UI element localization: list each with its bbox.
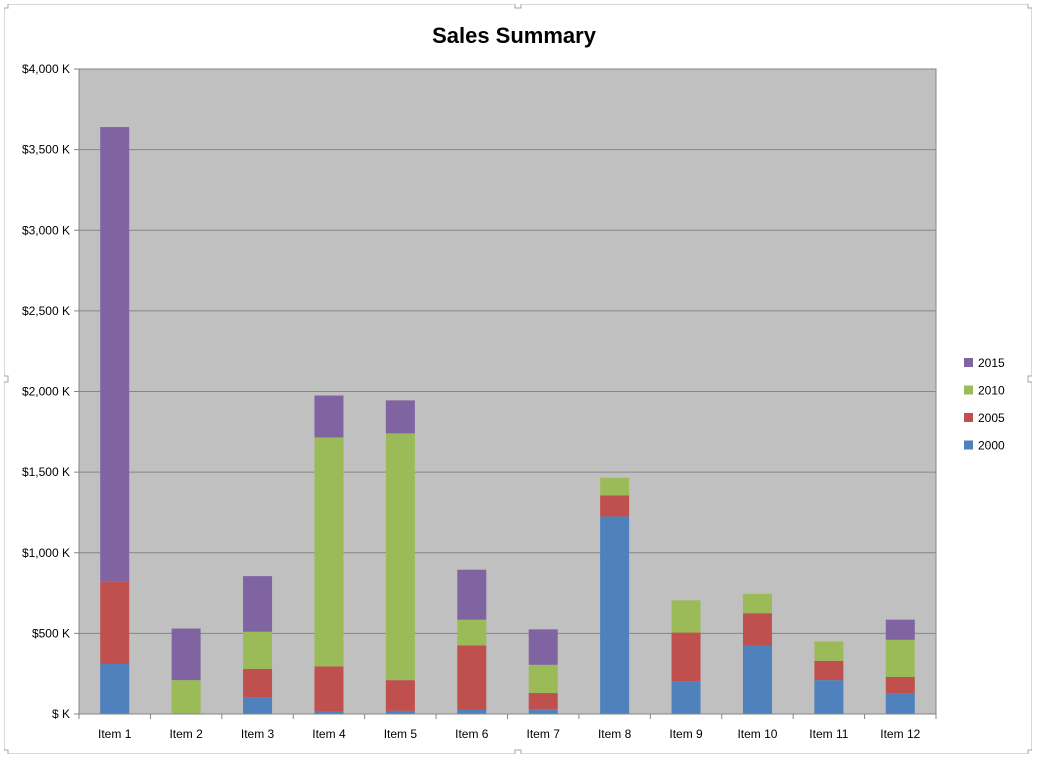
chart-area[interactable]: Sales Summary $ K $500 K $1,000 K $1,500 K $… — [4, 4, 1032, 754]
x-axis-tick-label: Item 11 — [809, 727, 848, 741]
x-axis-tick-label: Item 10 — [737, 727, 777, 741]
axes — [74, 68, 937, 719]
bar-segment-2010 — [742, 593, 772, 614]
bar-segment-2000 — [457, 709, 487, 714]
bar-segment-2015 — [457, 569, 487, 620]
chart-title: Sales Summary — [432, 23, 597, 48]
stacked-bar-chart: Sales Summary $ K$500 K$1,000 K$1,500 K$… — [4, 4, 1032, 754]
bar-segment-2005 — [457, 645, 487, 710]
bar-segment-2015 — [528, 629, 558, 665]
y-axis-tick-label: $3,000 K — [22, 223, 70, 237]
bar-segment-2010 — [814, 641, 844, 661]
x-axis-tick-label: Item 12 — [880, 727, 920, 741]
legend-swatch-2005 — [964, 413, 973, 422]
bar-segment-2010 — [885, 639, 915, 677]
bar-segment-2005 — [385, 680, 415, 711]
bar-segment-2005 — [671, 632, 701, 682]
legend-label: 2010 — [978, 384, 1005, 398]
bar-segment-2000 — [814, 680, 844, 714]
legend-swatch-2000 — [964, 440, 973, 450]
resize-handle-bottom-left[interactable] — [4, 749, 9, 754]
bar-segment-2015 — [314, 395, 344, 438]
x-axis-tick-label: Item 9 — [669, 727, 703, 741]
resize-handle-top-right[interactable] — [1027, 4, 1032, 9]
bar-segment-2005 — [528, 693, 558, 710]
resize-handle-bottom-right[interactable] — [1027, 749, 1032, 754]
y-axis-tick-label: $1,500 K — [22, 465, 70, 479]
y-axis-tick-label: $4,000 K — [22, 62, 70, 76]
y-axis-tick-label: $3,500 K — [22, 143, 70, 157]
legend-swatch-2015 — [964, 358, 973, 367]
legend-swatch-2010 — [964, 385, 973, 395]
bar-segment-2000 — [671, 681, 701, 714]
x-axis-tick-label: Item 7 — [527, 727, 561, 741]
bar-segment-2015 — [100, 127, 130, 582]
legend-label: 2005 — [978, 411, 1005, 425]
legend-label: 2000 — [978, 439, 1005, 453]
x-axis-tick-label: Item 2 — [169, 727, 203, 741]
bar-segment-2005 — [814, 660, 844, 681]
resize-handle-top-left[interactable] — [4, 4, 9, 9]
resize-handles[interactable] — [4, 4, 1032, 754]
bar-segment-2010 — [457, 619, 487, 646]
bar-segment-2005 — [100, 581, 130, 665]
x-axis-tick-labels: Item 1 Item 2 Item 3 Item 4 Item 5 Item 6 Item… — [98, 727, 921, 741]
resize-handle-top[interactable] — [514, 4, 522, 9]
bar-segment-2015 — [885, 619, 915, 640]
bar-segment-2000 — [600, 516, 630, 714]
bar-segment-2010 — [314, 437, 344, 667]
bar-segment-2005 — [243, 668, 273, 698]
bar-segment-2000 — [243, 697, 273, 714]
legend-label: 2015 — [978, 356, 1005, 370]
bar-segment-2005 — [885, 676, 915, 694]
x-axis-tick-label: Item 3 — [241, 727, 275, 741]
y-axis-tick-label: $500 K — [32, 626, 70, 640]
bar-segment-2000 — [385, 710, 415, 714]
bar-segment-2000 — [100, 664, 130, 714]
bar-segment-2000 — [528, 709, 558, 714]
bar-segment-2000 — [314, 711, 344, 714]
bar-segment-2010 — [171, 680, 201, 714]
resize-handle-bottom[interactable] — [514, 749, 522, 754]
bar-segment-2010 — [385, 433, 415, 681]
bar-segment-2015 — [171, 628, 201, 681]
bar-segment-2005 — [600, 495, 630, 517]
bar-segment-2010 — [243, 631, 273, 669]
y-axis-tick-label: $ K — [52, 707, 70, 721]
bar-segment-2005 — [314, 666, 344, 712]
bar-segment-2000 — [885, 693, 915, 714]
gridlines — [79, 149, 936, 634]
bar-segment-2010 — [671, 600, 701, 633]
x-axis-tick-label: Item 8 — [598, 727, 632, 741]
x-axis-tick-label: Item 4 — [312, 727, 346, 741]
y-axis-tick-label: $2,500 K — [22, 304, 70, 318]
bar-segment-2015 — [243, 576, 273, 632]
resize-handle-right[interactable] — [1027, 375, 1032, 383]
bar-segment-2000 — [742, 645, 772, 714]
x-axis-tick-label: Item 1 — [98, 727, 132, 741]
legend: 2015 2010 2005 2000 — [964, 356, 1005, 453]
bars — [100, 127, 915, 714]
bar-segment-2015 — [385, 400, 415, 434]
y-axis-tick-labels: $ K $500 K $1,000 K $1,500 K $2,000 K $2,500 … — [22, 62, 70, 721]
x-axis-tick-label: Item 6 — [455, 727, 489, 741]
bar-segment-2010 — [528, 664, 558, 694]
y-axis-tick-label: $1,000 K — [22, 546, 70, 560]
bar-segment-2010 — [600, 477, 630, 496]
bar-segment-2005 — [742, 613, 772, 646]
resize-handle-left[interactable] — [4, 375, 9, 383]
y-axis-tick-label: $2,000 K — [22, 385, 70, 399]
x-axis-tick-label: Item 5 — [384, 727, 418, 741]
